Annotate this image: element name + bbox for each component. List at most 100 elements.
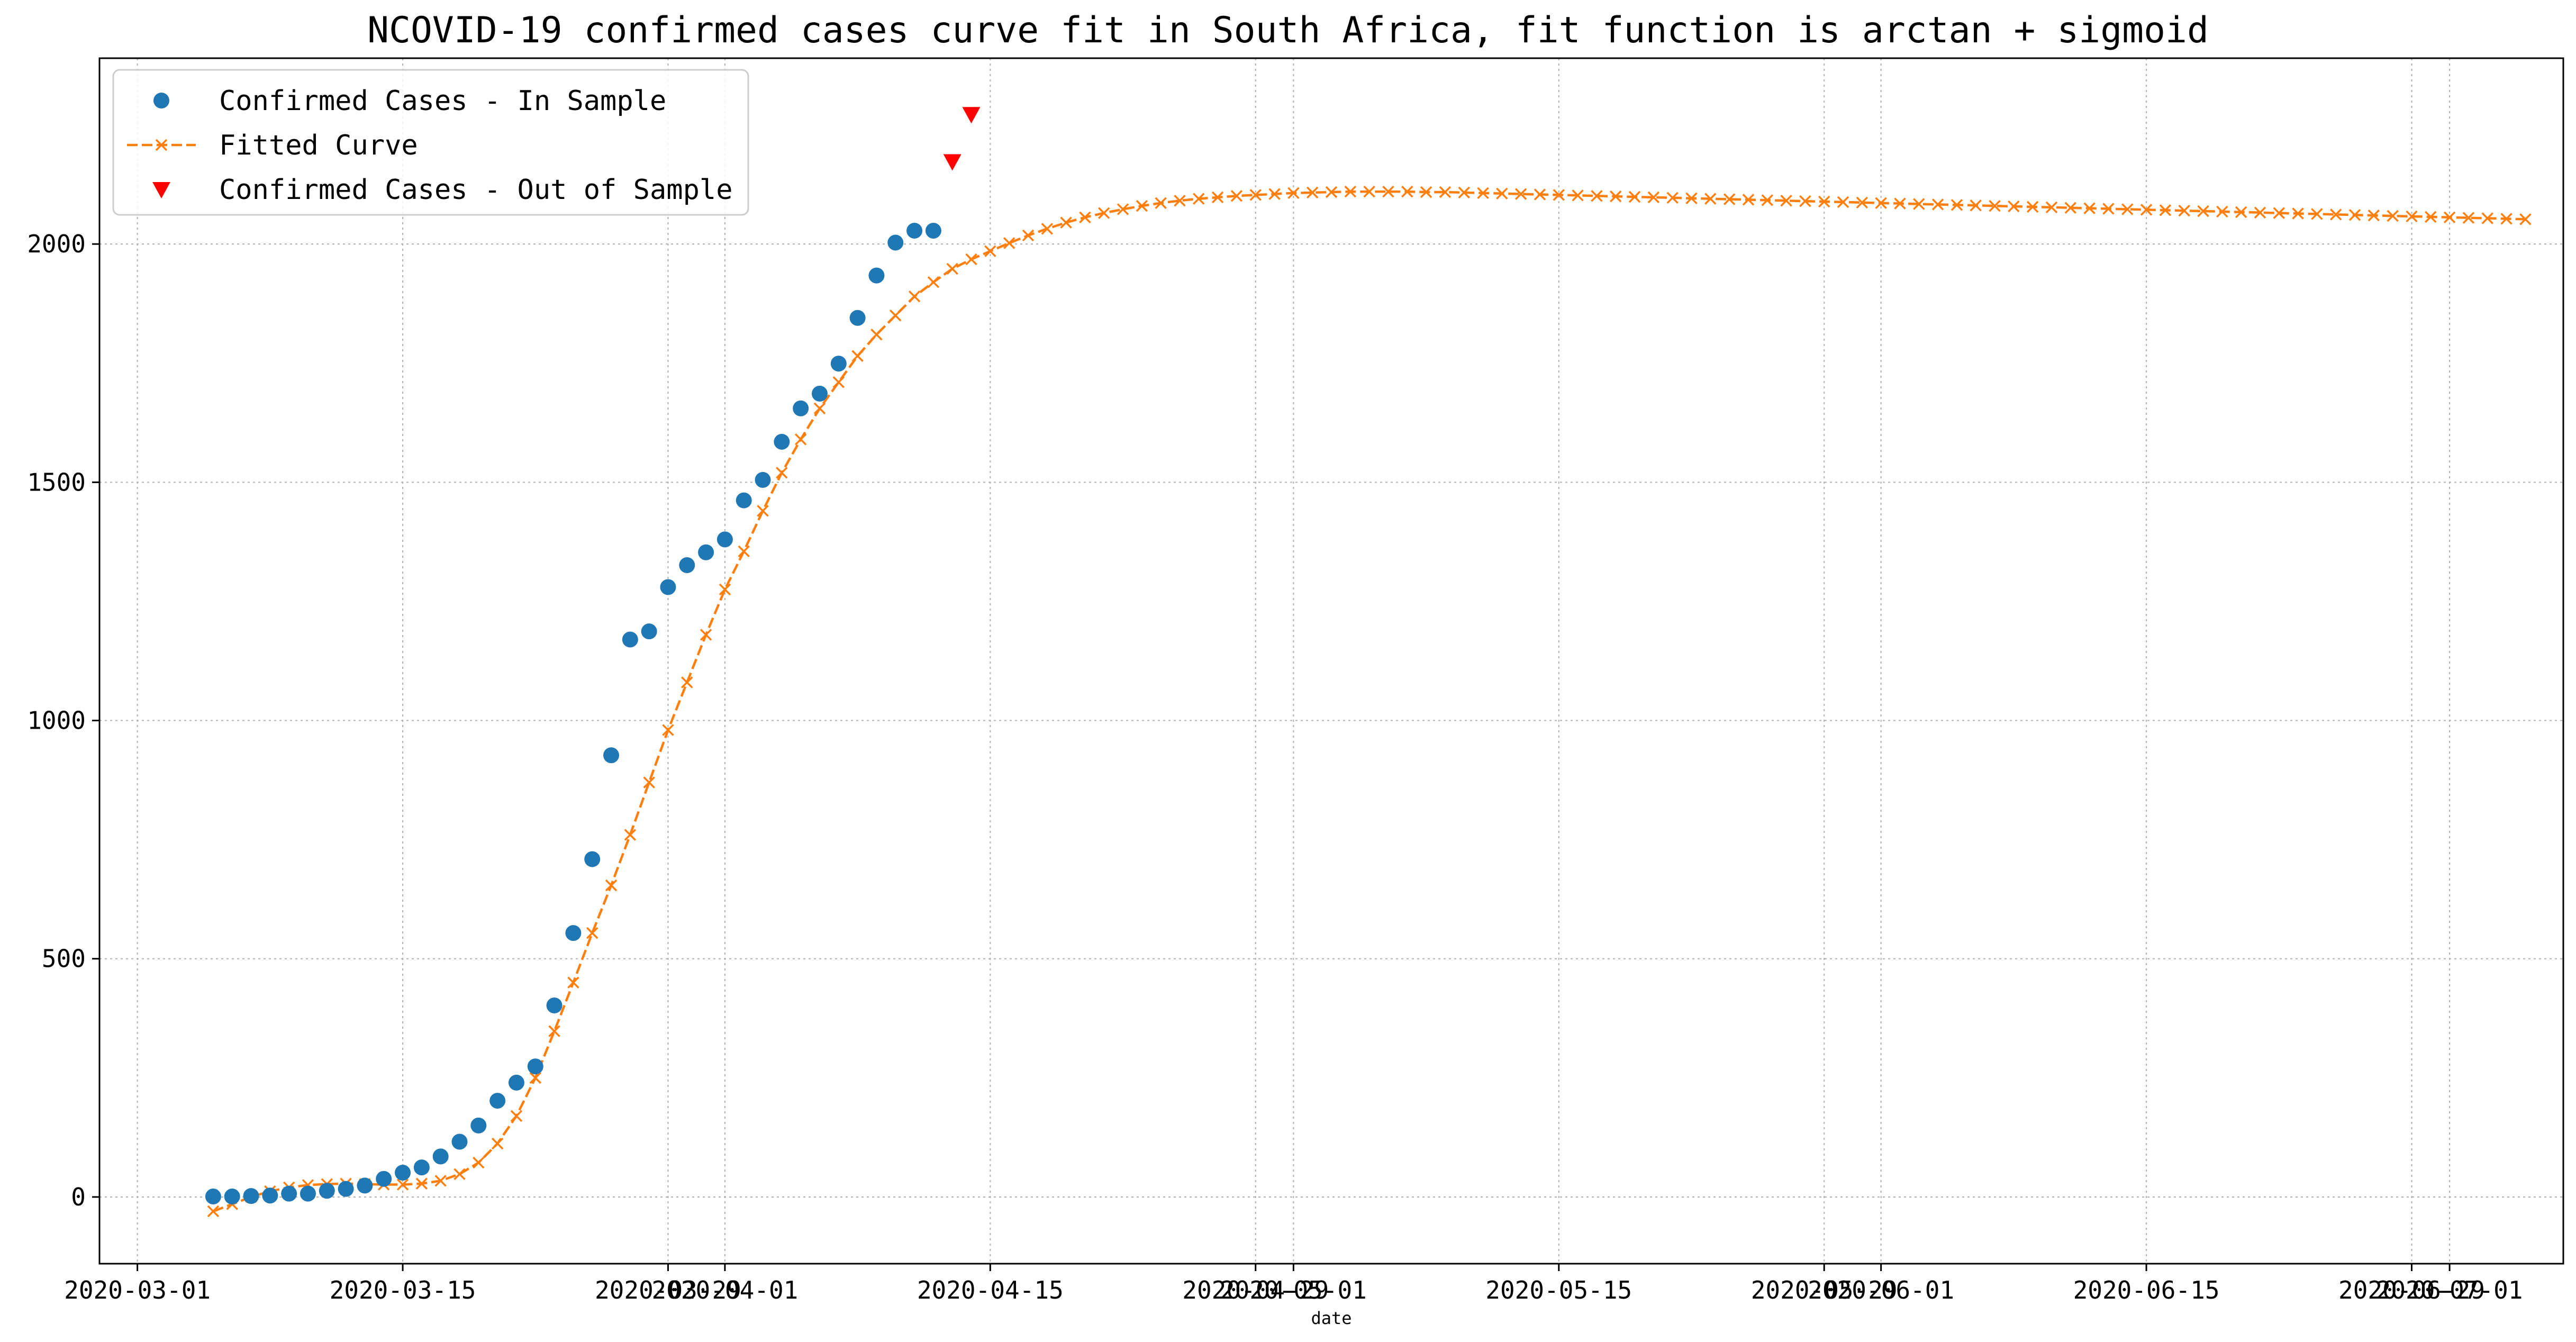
in-sample-point [830,356,847,372]
fitted-curve-point [624,829,637,841]
fitted-curve-point [1344,185,1357,198]
in-sample-point [906,222,923,239]
out-of-sample-point [943,154,962,171]
fitted-curve-point [1704,193,1717,205]
fitted-curve-point [1249,189,1262,201]
fitted-curve-point [529,1072,541,1084]
y-tick-label: 0 [71,1183,86,1211]
x-tick-label: 2020-06-29 [2338,1276,2485,1304]
fitted-curve-point [1041,223,1054,235]
fitted-curve-point [700,629,712,641]
fitted-curve-point [1230,189,1243,202]
fitted-curve-point [473,1156,485,1169]
fitted-curve-point [2462,212,2475,224]
fitted-curve-point [453,1168,466,1180]
fitted-curve-point [1306,186,1319,199]
fitted-curve-line [213,190,2526,1213]
legend-marker-in-sample [153,93,169,108]
fitted-curve-point [2254,206,2266,219]
fitted-curve-point [1439,186,1452,198]
y-tick-label: 500 [42,945,86,973]
fitted-curve-point [1951,199,1963,211]
fitted-curve-point [1553,189,1565,201]
fitted-curve-point [2197,205,2209,217]
in-sample-point [413,1159,430,1176]
in-sample-point [205,1189,221,1205]
chart-title: NCOVID-19 confirmed cases curve fit in S… [367,10,2209,51]
fitted-curve-point [1211,191,1224,204]
fitted-curve-point [2425,211,2437,223]
fitted-curve-point [1894,197,1906,210]
fitted-curve-point [794,433,807,446]
fitted-curve-point [1931,198,1944,211]
fitted-curve-point [927,276,940,288]
x-tick-label: 2020-05-29 [1751,1276,1898,1304]
in-sample-point [755,471,771,488]
x-tick-label: 2020-04-29 [1182,1276,1329,1304]
fitted-curve-point [2121,203,2134,215]
fitted-curve-point [2292,207,2304,220]
axes: 2020-03-01 2020-03-15 2020-03-292020-04-01… [27,230,2523,1304]
fitted-curve-point [870,328,883,341]
x-tick-label: 2020-04-15 [917,1276,1064,1304]
fitted-curve-point [1591,189,1603,202]
fitted-curve-point [1287,187,1300,200]
in-sample-point [508,1074,524,1091]
fitted-curve-point [1382,185,1394,198]
x-tick-label: 2020-05-15 [1485,1276,1632,1304]
fitted-curve-point [2178,204,2190,217]
fitted-curve-point [2235,206,2247,219]
y-tick-label: 1000 [27,706,86,735]
fitted-curve-point [776,467,788,479]
fitted-curve-point [1003,237,1015,249]
fitted-curve-point [1609,190,1622,203]
fitted-curve-point [813,402,826,415]
in-sample-point [925,222,941,239]
fitted-curve-point [2026,201,2039,213]
fitted-curve-point [1837,196,1849,208]
in-sample-point [470,1117,487,1134]
fitted-curve-point [510,1110,523,1122]
out-of-sample-point [962,107,981,124]
in-sample-series [205,222,941,1205]
fitted-curve-point [1363,185,1375,198]
fitted-curve-point [1856,196,1868,209]
fitted-curve-point [1514,188,1527,200]
fitted-curve-point [643,776,655,788]
in-sample-point [811,385,828,402]
x-tick-label: 2020-05-01 [1220,1276,1367,1304]
fitted-curve-point [1970,199,1982,212]
fitted-curve-point [984,245,996,257]
in-sample-point [300,1185,316,1202]
fitted-curve-point [491,1137,504,1150]
fitted-curve-point [605,879,618,892]
fitted-curve-point [1477,187,1489,200]
in-sample-point [432,1148,449,1165]
in-sample-point [565,925,582,941]
in-sample-point [622,631,638,648]
x-tick-label: 2020-03-15 [330,1276,476,1304]
fitted-curve-point [2273,207,2285,219]
fitted-curve-point [1989,200,2001,212]
x-tick-label: 2020-03-29 [595,1276,741,1304]
fitted-curve-point [832,376,845,388]
plot-frame [98,57,2564,1265]
fitted-curve-point [567,976,579,989]
x-tick-label: 2020-04-01 [651,1276,798,1304]
fitted-curve-point [1666,192,1679,204]
in-sample-point [849,310,866,326]
in-sample-point [262,1187,278,1204]
legend-marker-out-of-sample [152,182,170,198]
legend-marker-fitted [155,139,168,151]
in-sample-point [716,531,733,548]
fitted-curve-point [1458,186,1470,199]
fitted-curve-point [1761,194,1773,206]
x-tick-label: 2020-06-01 [1808,1276,1954,1304]
fitted-curve-point [719,583,731,596]
legend-label: Fitted Curve [219,130,418,161]
fitted-curve-point [1097,207,1110,219]
fitted-curve-point [2481,212,2493,224]
fitted-curve-point [1723,193,1736,205]
in-sample-point [641,623,657,640]
